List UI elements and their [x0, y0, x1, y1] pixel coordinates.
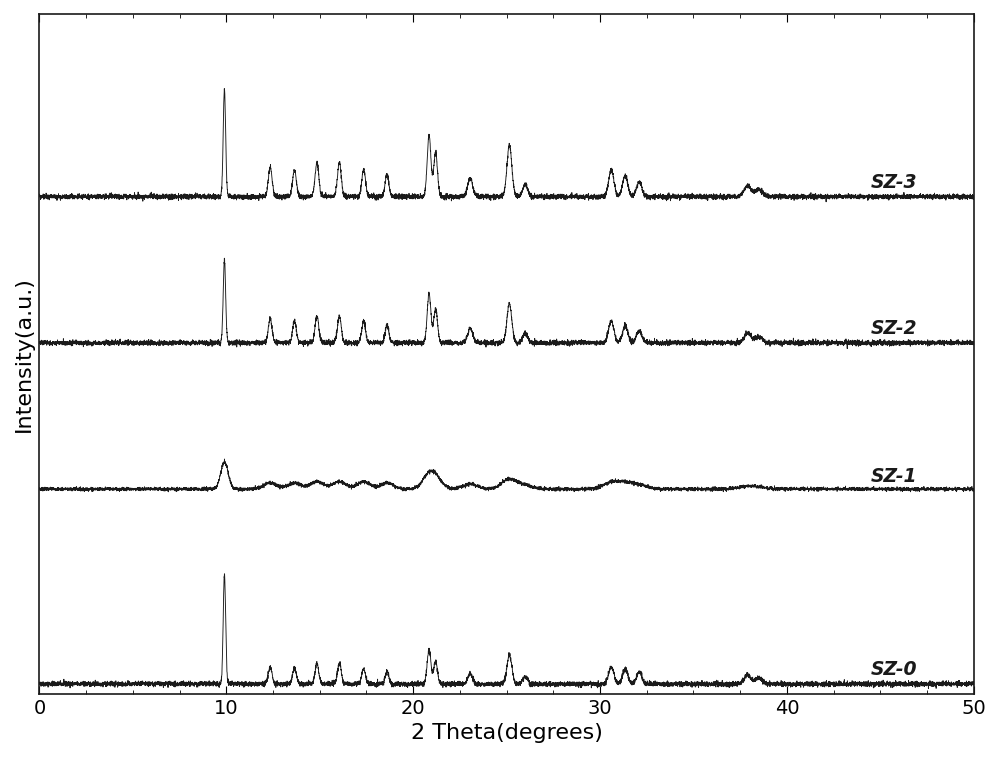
X-axis label: 2 Theta(degrees): 2 Theta(degrees): [411, 723, 603, 743]
Text: SZ-0: SZ-0: [871, 660, 917, 679]
Text: SZ-3: SZ-3: [871, 173, 917, 192]
Text: SZ-2: SZ-2: [871, 319, 917, 338]
Text: SZ-1: SZ-1: [871, 467, 917, 486]
Y-axis label: Intensity(a.u.): Intensity(a.u.): [14, 276, 34, 431]
